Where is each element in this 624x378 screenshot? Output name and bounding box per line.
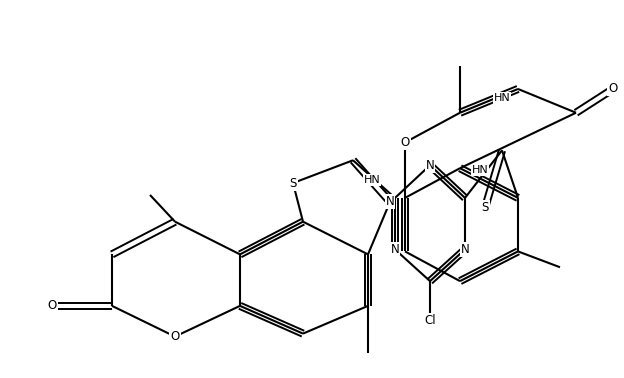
- Text: O: O: [47, 299, 57, 312]
- Text: N: N: [426, 159, 434, 172]
- Text: HN: HN: [494, 93, 510, 103]
- Text: O: O: [170, 330, 180, 343]
- Text: N: N: [391, 243, 399, 256]
- Text: O: O: [401, 136, 409, 149]
- Text: N: N: [386, 195, 394, 208]
- Text: HN: HN: [364, 175, 381, 185]
- Text: S: S: [481, 201, 489, 214]
- Text: N: N: [461, 243, 469, 256]
- Text: S: S: [290, 177, 296, 189]
- Text: HN: HN: [472, 165, 489, 175]
- Text: Cl: Cl: [424, 314, 436, 327]
- Text: O: O: [608, 82, 618, 96]
